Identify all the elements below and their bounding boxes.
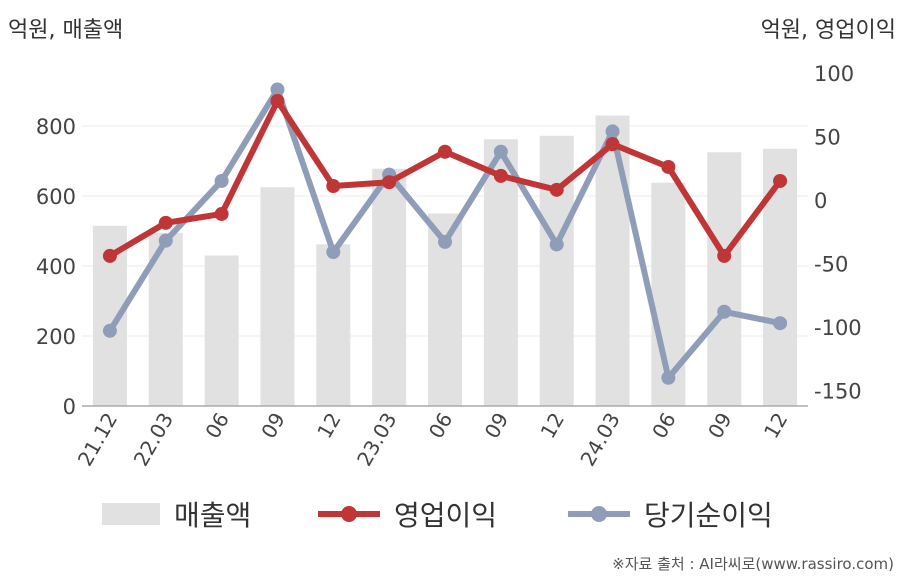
x-axis-tick-label: 06 [424, 409, 458, 443]
left-axis-tick-label: 600 [36, 185, 76, 209]
operating-profit-point [270, 93, 285, 108]
revenue-bar [260, 187, 295, 406]
right-axis-tick-label: 50 [814, 126, 841, 150]
right-axis-tick-label: -50 [814, 253, 848, 277]
x-axis-tick-label: 06 [647, 409, 681, 443]
net-income-point [326, 245, 341, 260]
operating-profit-point [661, 159, 676, 174]
legend-item-operating-profit: 영업이익 [318, 492, 497, 536]
operating-profit-point [382, 175, 397, 190]
x-axis-tick-label: 09 [703, 409, 737, 443]
net-income-point [158, 233, 173, 248]
net-income-point [549, 237, 564, 252]
x-axis-tick-label: 22.03 [129, 409, 178, 471]
right-axis-tick-label: 0 [814, 189, 827, 213]
left-axis-unit-label: 억원, 매출액 [8, 18, 124, 43]
net-income-point [214, 173, 229, 188]
x-axis-tick-label: 24.03 [575, 409, 624, 471]
operating-profit-point [326, 179, 341, 194]
net-income-point [717, 304, 732, 319]
legend-item-net-income: 당기순이익 [568, 492, 773, 536]
revenue-bar [483, 139, 518, 407]
left-axis-tick-label: 800 [36, 115, 76, 139]
revenue-bar [595, 115, 630, 406]
operating-profit-point [773, 173, 788, 188]
revenue-bar [707, 152, 742, 406]
right-axis-tick-label: 100 [814, 62, 854, 86]
revenue-bar [372, 168, 407, 406]
x-axis-tick-label: 06 [200, 409, 234, 443]
legend-label-revenue: 매출액 [174, 499, 252, 532]
x-axis-tick-label: 12 [759, 409, 793, 443]
legend-swatch-net-income [568, 506, 630, 522]
legend-swatch-revenue [102, 503, 160, 525]
legend-label-operating-profit: 영업이익 [394, 499, 498, 532]
operating-profit-point [214, 206, 229, 221]
net-income-point [661, 370, 676, 385]
right-axis-tick-label: -100 [814, 316, 862, 340]
operating-profit-point [158, 215, 173, 230]
net-income-point [270, 82, 285, 97]
operating-profit-point [549, 182, 564, 197]
right-axis-unit-label: 억원, 영업이익 [760, 18, 896, 43]
right-axis-tick-label: -150 [814, 380, 862, 404]
left-axis-tick-label: 0 [63, 395, 76, 419]
net-income-point [438, 234, 452, 249]
left-axis-tick-label: 400 [36, 255, 76, 279]
revenue-bar [204, 255, 239, 406]
net-income-point [605, 124, 620, 139]
x-axis-tick-label: 09 [256, 409, 290, 443]
net-income-point [493, 144, 508, 159]
x-axis-tick-label: 12 [536, 409, 570, 443]
legend-item-revenue: 매출액 [102, 492, 251, 536]
operating-profit-point [438, 144, 452, 159]
operating-profit-point [102, 248, 117, 263]
net-income-point [102, 323, 117, 338]
data-source-note: ※자료 출처 : AI라씨로(www.rassiro.com) [612, 555, 894, 573]
x-axis-tick-label: 21.12 [73, 409, 122, 471]
x-axis-tick-label: 23.03 [352, 409, 401, 471]
revenue-bar [316, 244, 351, 406]
operating-profit-point [493, 168, 508, 183]
left-axis-tick-label: 200 [36, 325, 76, 349]
legend-label-net-income: 당기순이익 [644, 499, 773, 532]
net-income-point [773, 316, 788, 331]
x-axis-tick-label: 09 [480, 409, 514, 443]
chart-legend: 매출액 영업이익 당기순이익 [0, 492, 908, 536]
combo-chart: 0 200 400 600 800 100 50 0 -50 -100 -150 21.12 22.03… [36, 62, 862, 471]
x-axis-tick-label: 12 [312, 409, 346, 443]
legend-swatch-operating-profit [318, 506, 380, 522]
operating-profit-point [717, 248, 732, 263]
operating-profit-point [605, 137, 620, 152]
